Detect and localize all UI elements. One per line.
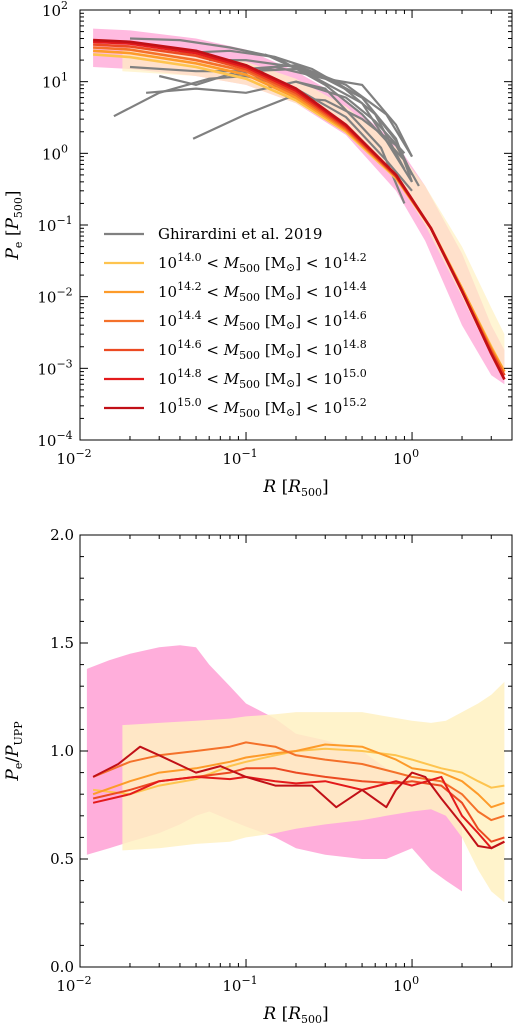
y-tick-label: 102: [42, 0, 68, 20]
x-axis-label: R [R500]: [262, 477, 328, 499]
x-tick-label: 10−1: [222, 974, 257, 995]
mass-bin-line-0: [92, 747, 505, 796]
observed-profile-7: [209, 58, 406, 170]
y-tick-label: 1.5: [50, 634, 74, 652]
x-tick-label: 10−2: [56, 974, 91, 995]
mass-bin-line-5: [93, 38, 506, 380]
x-tick-label: 10−2: [56, 447, 91, 468]
mass-bin-line-5: [92, 745, 505, 850]
mass-bin-line-1: [92, 743, 505, 809]
observed-profile-6: [179, 49, 413, 176]
y-axis-label: Pe/PUPP: [3, 721, 25, 782]
legend-label: 1014.4 < M500 [M⊙] < 1014.6: [158, 309, 367, 333]
y-tick-label: 101: [42, 71, 68, 92]
legend-label: 1015.0 < M500 [M⊙] < 1015.2: [158, 396, 367, 420]
y-tick-label: 2.0: [50, 526, 74, 544]
y-tick-label: 10−3: [37, 357, 72, 378]
pressure-ratio-panel: 10−2 10−1 100 0.0 0.5 1.0 1.5 2.0 R [R500] Pe/PUP…: [3, 526, 513, 1026]
y-tick-label: 10−4: [37, 429, 72, 450]
y-tick-label: 100: [42, 142, 68, 163]
plot-area: [86, 645, 505, 903]
mass-bin-line-4: [92, 775, 505, 850]
mass-bin-line-2: [92, 741, 505, 822]
legend-label: 1014.8 < M500 [M⊙] < 1015.0: [158, 367, 367, 391]
y-axis-label: Pe [P500]: [3, 190, 25, 260]
plot-area: [93, 28, 506, 385]
x-tick-label: 100: [393, 974, 419, 995]
y-tick-label: 10−2: [37, 286, 72, 307]
legend-label: 1014.6 < M500 [M⊙] < 1014.8: [158, 338, 367, 362]
y-tick-label: 0.5: [50, 850, 74, 868]
y-tick-label: 1.0: [50, 742, 74, 760]
pressure-profile-panel: 10−2 10−1 100 10−4 10−3 10−2 10−1 100 101 102 R [R…: [3, 0, 513, 499]
scatter-band-1: [122, 681, 505, 903]
x-tick-label: 100: [393, 447, 419, 468]
scatter-band-1: [122, 47, 505, 376]
y-tick-label: 10−1: [37, 214, 72, 235]
observed-profile-9: [264, 53, 413, 183]
x-axis-label: R [R500]: [262, 1004, 328, 1026]
observed-profile-8: [229, 65, 413, 158]
y-tick-label: 0.0: [50, 958, 74, 976]
legend-label: Ghirardini et al. 2019: [158, 225, 322, 243]
legend: Ghirardini et al. 2019 1014.0 < M500 [M⊙]…: [104, 225, 367, 420]
x-tick-label: 10−1: [222, 447, 257, 468]
observed-profile-4: [192, 96, 420, 187]
legend-label: 1014.0 < M500 [M⊙] < 1014.2: [158, 251, 367, 275]
legend-label: 1014.2 < M500 [M⊙] < 1014.4: [158, 280, 367, 304]
